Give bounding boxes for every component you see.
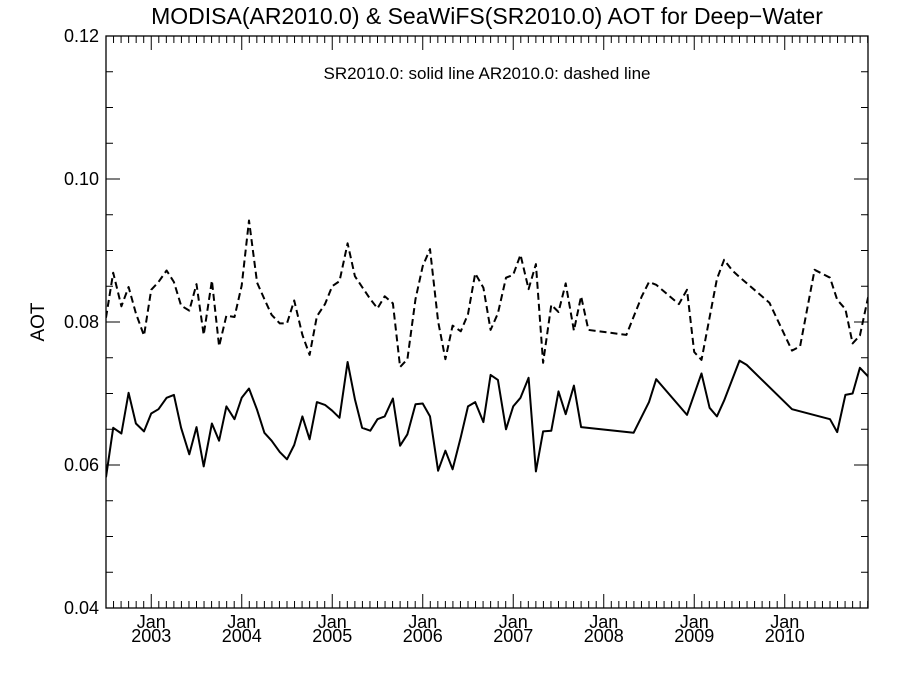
x-tick-label-month: Jan: [408, 612, 437, 632]
x-tick-label-year: 2004: [222, 626, 262, 646]
y-tick-label: 0.06: [64, 455, 99, 475]
x-tick-label-year: 2005: [312, 626, 352, 646]
x-tick-label-year: 2008: [584, 626, 624, 646]
y-tick-label: 0.10: [64, 169, 99, 189]
chart-annotation: SR2010.0: solid line AR2010.0: dashed li…: [323, 64, 650, 83]
y-tick-label: 0.12: [64, 26, 99, 46]
series-group: [106, 219, 868, 478]
x-tick-label-year: 2009: [674, 626, 714, 646]
x-tick-label-month: Jan: [227, 612, 256, 632]
x-tick-label-month: Jan: [589, 612, 618, 632]
plot-frame: [105, 35, 869, 609]
axes-group: 0.040.060.080.100.12Jan2003Jan2004Jan200…: [64, 26, 869, 646]
x-tick-label-year: 2010: [765, 626, 805, 646]
x-tick-label-month: Jan: [137, 612, 166, 632]
y-tick-label: 0.08: [64, 312, 99, 332]
y-tick-label: 0.04: [64, 598, 99, 618]
x-tick-label-year: 2007: [493, 626, 533, 646]
x-tick-label-year: 2003: [131, 626, 171, 646]
series-line-ar2010-dashed: [106, 219, 868, 368]
x-tick-label-month: Jan: [680, 612, 709, 632]
series-line-sr2010-solid: [106, 359, 868, 478]
x-tick-label-month: Jan: [499, 612, 528, 632]
x-tick-label-month: Jan: [318, 612, 347, 632]
x-tick-label-month: Jan: [770, 612, 799, 632]
chart-title: MODISA(AR2010.0) & SeaWiFS(SR2010.0) AOT…: [151, 3, 823, 29]
x-tick-label-year: 2006: [403, 626, 443, 646]
y-axis-label: AOT: [28, 302, 49, 341]
